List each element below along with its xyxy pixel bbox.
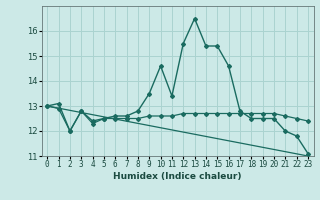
X-axis label: Humidex (Indice chaleur): Humidex (Indice chaleur): [113, 172, 242, 181]
